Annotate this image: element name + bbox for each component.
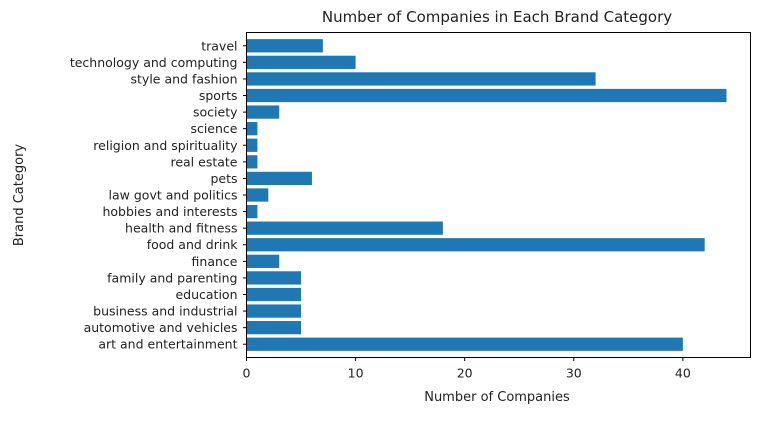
y-tick-labels: art and entertainment automotive and vehi… <box>70 38 247 352</box>
bars-group <box>246 39 727 351</box>
bar <box>246 72 596 86</box>
bar <box>246 155 258 169</box>
y-tick-label: family and parenting <box>107 270 237 285</box>
y-tick-label: style and fashion <box>131 71 238 86</box>
y-tick-label: law govt and politics <box>109 188 238 203</box>
x-tick-label: 10 <box>348 366 364 381</box>
y-tick-label: business and industrial <box>93 304 237 319</box>
y-tick-label: education <box>175 287 237 302</box>
x-axis-title: Number of Companies <box>424 390 570 405</box>
y-tick-label: hobbies and interests <box>102 204 237 219</box>
x-tick-label: 40 <box>675 366 691 381</box>
y-tick-label: art and entertainment <box>98 337 237 352</box>
chart-title: Number of Companies in Each Brand Catego… <box>322 8 672 26</box>
bar <box>246 171 312 186</box>
bar <box>246 138 258 152</box>
y-tick-label: food and drink <box>147 237 239 252</box>
bar <box>246 122 258 136</box>
x-ticks: 0 10 20 30 40 <box>243 357 691 381</box>
bar <box>246 304 302 318</box>
y-tick-label: real estate <box>170 154 237 169</box>
y-tick-label: automotive and vehicles <box>84 320 238 335</box>
y-tick-label: travel <box>201 38 237 53</box>
y-tick-label: pets <box>210 171 237 186</box>
x-tick-label: 0 <box>243 366 251 381</box>
bar <box>246 204 258 219</box>
y-tick-label: science <box>190 121 237 136</box>
bar <box>246 321 302 335</box>
y-tick-label: sports <box>199 88 238 103</box>
bar <box>246 105 280 119</box>
bar <box>246 254 280 268</box>
bar <box>246 287 302 302</box>
bar <box>246 88 727 103</box>
y-tick-label: technology and computing <box>70 55 238 70</box>
plot-frame <box>246 32 751 358</box>
x-tick-label: 20 <box>457 366 473 381</box>
bar <box>246 238 705 252</box>
bar <box>246 221 443 235</box>
bar <box>246 271 302 285</box>
y-tick-label: health and fitness <box>125 221 237 236</box>
x-tick-label: 30 <box>566 366 582 381</box>
bar <box>246 55 356 69</box>
y-axis-title: Brand Category <box>12 144 27 247</box>
y-tick-label: finance <box>192 254 238 269</box>
y-tick-label: religion and spirituality <box>93 138 238 153</box>
y-tick-label: society <box>193 105 238 120</box>
bar <box>246 337 683 351</box>
bar <box>246 188 269 202</box>
bar <box>246 39 323 53</box>
